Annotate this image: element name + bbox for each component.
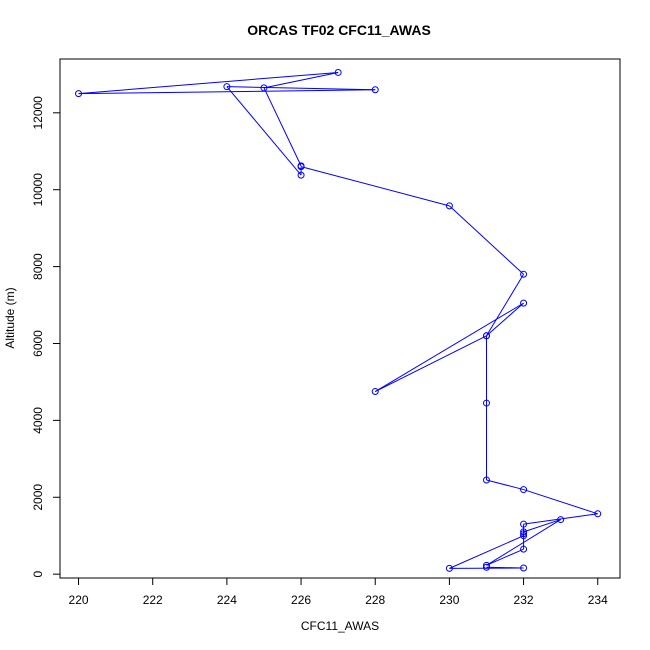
- series-segment: [486, 274, 525, 337]
- plot-frame: [59, 58, 621, 579]
- data-point: [260, 84, 268, 92]
- y-tick-label: 0: [31, 570, 45, 577]
- series-segment: [375, 335, 487, 392]
- x-tick-label: 228: [365, 593, 385, 607]
- series-segment: [226, 86, 302, 176]
- series-points: [75, 68, 602, 572]
- data-point: [520, 520, 528, 528]
- series-segment: [449, 535, 524, 569]
- x-tick-label: 234: [588, 593, 608, 607]
- x-axis-label: CFC11_AWAS: [301, 619, 379, 633]
- data-point: [482, 561, 490, 569]
- data-point: [520, 270, 528, 278]
- series-segment: [263, 71, 339, 89]
- data-point: [334, 68, 342, 76]
- y-tick-label: 12000: [31, 96, 45, 130]
- data-point: [482, 476, 490, 484]
- series-segment: [486, 548, 524, 566]
- data-point: [520, 530, 528, 538]
- data-point: [445, 202, 453, 210]
- x-tick-label: 222: [143, 593, 163, 607]
- data-point: [557, 516, 565, 524]
- data-point: [520, 528, 528, 536]
- series-segment: [449, 205, 524, 275]
- series-segment: [300, 166, 450, 207]
- data-point: [297, 171, 305, 179]
- y-axis: 0 2000 4000 6000 8000 10000 12000: [31, 96, 60, 577]
- series-segment: [78, 71, 339, 95]
- y-tick-label: 10000: [31, 173, 45, 207]
- series-segment: [523, 519, 561, 533]
- y-tick-label: 2000: [31, 484, 45, 511]
- data-point: [520, 486, 528, 494]
- x-tick-label: 232: [514, 593, 534, 607]
- y-axis-label: Altitude (m): [3, 287, 17, 348]
- x-tick-label: 220: [69, 593, 89, 607]
- data-point: [371, 388, 379, 396]
- series-segment: [486, 302, 524, 337]
- series-segment: [78, 89, 376, 95]
- data-point: [482, 399, 490, 407]
- chart-title: ORCAS TF02 CFC11_AWAS: [247, 22, 431, 38]
- data-point: [520, 532, 528, 540]
- series-line: [78, 71, 598, 569]
- y-tick-label: 4000: [31, 407, 45, 434]
- x-tick-label: 226: [291, 593, 311, 607]
- data-point: [520, 545, 528, 553]
- data-point: [297, 162, 305, 170]
- data-point: [445, 564, 453, 572]
- data-point: [371, 86, 379, 94]
- data-point: [594, 510, 602, 518]
- x-axis: 220 222 224 226 228 230 232 234: [69, 578, 608, 607]
- y-tick-label: 8000: [31, 253, 45, 280]
- data-point: [482, 332, 490, 340]
- data-point: [482, 563, 490, 571]
- series-segment: [263, 87, 302, 167]
- x-tick-label: 224: [217, 593, 237, 607]
- data-point: [520, 299, 528, 307]
- series-segment: [486, 479, 524, 491]
- data-point: [223, 83, 231, 91]
- series-segment: [523, 489, 598, 515]
- series-segment: [523, 513, 598, 525]
- series-segment: [226, 86, 376, 91]
- data-point: [520, 564, 528, 572]
- data-point: [75, 90, 83, 98]
- series-segment: [374, 302, 524, 392]
- y-tick-label: 6000: [31, 330, 45, 357]
- x-tick-label: 230: [439, 593, 459, 607]
